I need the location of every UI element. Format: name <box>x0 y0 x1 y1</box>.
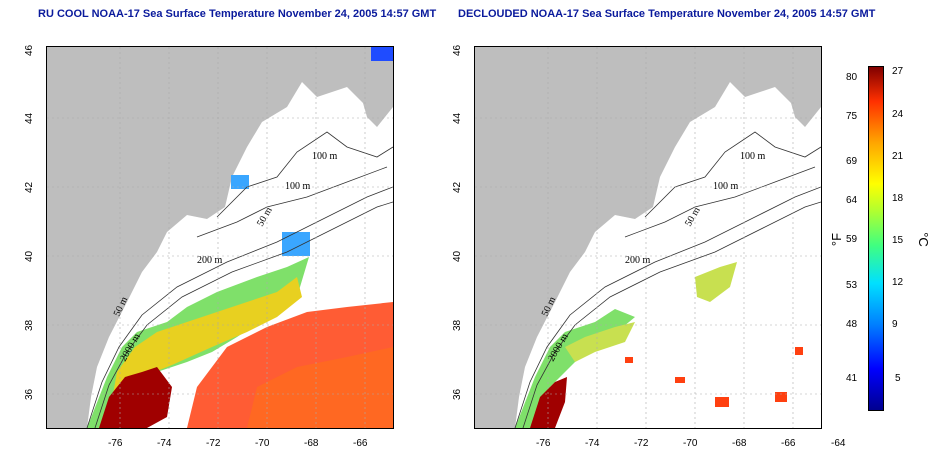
land-mass <box>47 47 393 428</box>
x-tick: -66 <box>353 438 368 449</box>
fahrenheit-tick: 80 <box>846 72 858 83</box>
y-tick: 42 <box>452 181 463 193</box>
fahrenheit-tick: 41 <box>846 373 858 384</box>
celsius-unit-label: °C <box>915 232 931 247</box>
celsius-tick: 21 <box>892 151 904 162</box>
temperature-colorbar <box>868 66 884 411</box>
y-tick: 38 <box>452 319 463 331</box>
contour-label-100m: 100 m <box>312 151 338 162</box>
contour-label-100m-2: 100 m <box>285 181 311 192</box>
y-tick: 44 <box>24 112 35 124</box>
y-tick: 38 <box>24 319 35 331</box>
celsius-tick: 5 <box>895 373 901 384</box>
y-tick: 44 <box>452 112 463 124</box>
x-tick: -74 <box>157 438 172 449</box>
celsius-tick: 18 <box>892 193 904 204</box>
fahrenheit-tick: 48 <box>846 319 858 330</box>
fahrenheit-tick: 69 <box>846 156 858 167</box>
fahrenheit-tick: 64 <box>846 195 858 206</box>
contour-label-50m: 50 m <box>683 205 703 228</box>
contour-label-50m: 50 m <box>255 205 275 228</box>
contour-label-100m: 100 m <box>740 151 766 162</box>
contour-label-200m: 200 m <box>625 255 651 266</box>
y-tick: 36 <box>452 388 463 400</box>
left-sst-map: 100 m 100 m 50 m 200 m 50 m 2000 m <box>46 46 394 429</box>
x-tick: -68 <box>304 438 319 449</box>
x-tick: -72 <box>206 438 221 449</box>
right-map-title: DECLOUDED NOAA-17 Sea Surface Temperatur… <box>458 8 876 20</box>
left-map-title: RU COOL NOAA-17 Sea Surface Temperature … <box>38 8 437 20</box>
y-tick: 46 <box>452 44 463 56</box>
fahrenheit-tick: 75 <box>846 111 858 122</box>
x-tick: -68 <box>732 438 747 449</box>
x-tick: -76 <box>536 438 551 449</box>
x-tick: -70 <box>255 438 270 449</box>
celsius-tick: 12 <box>892 277 904 288</box>
fahrenheit-unit-label: °F <box>829 232 845 247</box>
y-tick: 40 <box>24 250 35 262</box>
y-tick: 36 <box>24 388 35 400</box>
contour-label-200m: 200 m <box>197 255 223 266</box>
y-tick: 46 <box>24 44 35 56</box>
fahrenheit-tick: 59 <box>846 234 858 245</box>
x-tick: -70 <box>683 438 698 449</box>
x-tick: -66 <box>781 438 796 449</box>
x-tick: -76 <box>108 438 123 449</box>
y-tick: 40 <box>452 250 463 262</box>
x-tick: -74 <box>585 438 600 449</box>
fahrenheit-tick: 53 <box>846 280 858 291</box>
contour-label-100m-2: 100 m <box>713 181 739 192</box>
x-tick: -64 <box>831 438 846 449</box>
celsius-tick: 24 <box>892 109 904 120</box>
y-tick: 42 <box>24 181 35 193</box>
celsius-tick: 27 <box>892 66 904 77</box>
celsius-tick: 9 <box>892 319 898 330</box>
x-tick: -72 <box>634 438 649 449</box>
celsius-tick: 15 <box>892 235 904 246</box>
right-sst-map: 100 m 100 m 50 m 200 m 50 m 2000 m <box>474 46 822 429</box>
